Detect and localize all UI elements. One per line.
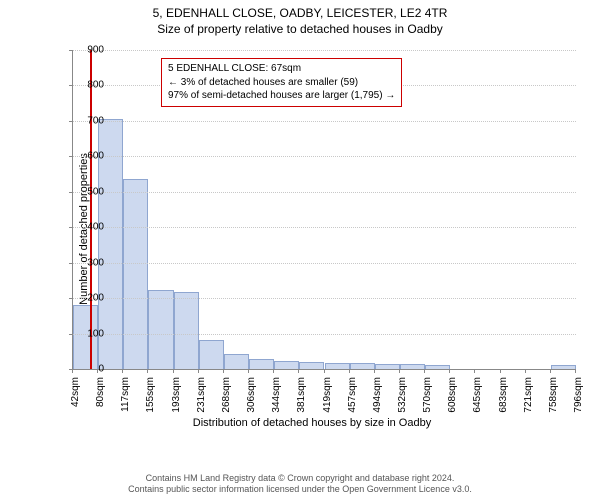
x-tick-label: 268sqm xyxy=(221,377,232,413)
x-tick-mark xyxy=(173,369,174,373)
x-tick-mark xyxy=(198,369,199,373)
gridline xyxy=(73,263,576,264)
x-tick-mark xyxy=(223,369,224,373)
x-axis-label: Distribution of detached houses by size … xyxy=(42,417,582,429)
y-tick-label: 300 xyxy=(76,257,104,268)
x-tick-label: 117sqm xyxy=(120,377,131,412)
histogram-bar xyxy=(123,179,148,369)
x-tick-label: 344sqm xyxy=(271,377,282,413)
gridline xyxy=(73,156,576,157)
x-tick-mark xyxy=(424,369,425,373)
x-tick-label: 494sqm xyxy=(372,377,383,413)
info-line-3: 97% of semi-detached houses are larger (… xyxy=(168,89,395,103)
histogram-bar xyxy=(199,340,224,369)
x-tick-label: 796sqm xyxy=(573,377,584,413)
x-tick-mark xyxy=(449,369,450,373)
x-tick-mark xyxy=(122,369,123,373)
plot-area: 5 EDENHALL CLOSE: 67sqm← 3% of detached … xyxy=(72,50,576,370)
x-tick-mark xyxy=(500,369,501,373)
x-tick-mark xyxy=(349,369,350,373)
chart-container: 5, EDENHALL CLOSE, OADBY, LEICESTER, LE2… xyxy=(0,0,600,500)
y-tick-label: 900 xyxy=(76,45,104,56)
y-tick-label: 700 xyxy=(76,115,104,126)
histogram-bar xyxy=(400,364,425,369)
x-tick-mark xyxy=(399,369,400,373)
histogram-bar xyxy=(425,365,450,369)
footer-attribution: Contains HM Land Registry data © Crown c… xyxy=(0,473,600,496)
x-tick-mark xyxy=(525,369,526,373)
x-tick-label: 608sqm xyxy=(447,377,458,413)
x-tick-label: 419sqm xyxy=(322,377,333,413)
x-tick-label: 532sqm xyxy=(397,377,408,413)
histogram-bar xyxy=(174,292,199,369)
footer-line1: Contains HM Land Registry data © Crown c… xyxy=(0,473,600,485)
x-tick-mark xyxy=(575,369,576,373)
x-tick-mark xyxy=(324,369,325,373)
histogram-bar xyxy=(325,363,350,369)
x-tick-label: 570sqm xyxy=(422,377,433,413)
y-tick-label: 200 xyxy=(76,293,104,304)
gridline xyxy=(73,227,576,228)
y-tick-mark xyxy=(69,156,73,157)
x-tick-mark xyxy=(72,369,73,373)
chart-title-main: 5, EDENHALL CLOSE, OADBY, LEICESTER, LE2… xyxy=(0,0,600,20)
histogram-bar xyxy=(299,362,324,369)
x-tick-label: 231sqm xyxy=(196,377,207,413)
x-tick-mark xyxy=(273,369,274,373)
gridline xyxy=(73,334,576,335)
y-tick-mark xyxy=(69,298,73,299)
y-tick-mark xyxy=(69,227,73,228)
y-tick-label: 800 xyxy=(76,80,104,91)
histogram-bar xyxy=(350,363,375,369)
x-tick-mark xyxy=(298,369,299,373)
x-tick-label: 306sqm xyxy=(246,377,257,413)
gridline xyxy=(73,121,576,122)
x-tick-mark xyxy=(147,369,148,373)
histogram-bar xyxy=(375,364,400,369)
info-line-2: ← 3% of detached houses are smaller (59) xyxy=(168,76,395,90)
y-tick-mark xyxy=(69,192,73,193)
x-tick-label: 42sqm xyxy=(70,377,81,407)
x-tick-label: 381sqm xyxy=(296,377,307,413)
x-tick-label: 80sqm xyxy=(95,377,106,407)
x-tick-label: 193sqm xyxy=(171,377,182,413)
y-tick-label: 500 xyxy=(76,186,104,197)
property-marker-line xyxy=(90,50,92,369)
y-tick-label: 100 xyxy=(76,328,104,339)
histogram-bar xyxy=(551,365,576,369)
x-tick-label: 683sqm xyxy=(498,377,509,413)
histogram-bar xyxy=(249,359,274,369)
histogram-bar xyxy=(148,290,173,369)
histogram-bar xyxy=(224,354,249,369)
y-tick-label: 0 xyxy=(76,364,104,375)
y-tick-mark xyxy=(69,263,73,264)
info-box: 5 EDENHALL CLOSE: 67sqm← 3% of detached … xyxy=(161,58,402,107)
chart-outer: Number of detached properties 5 EDENHALL… xyxy=(42,44,582,414)
x-tick-label: 758sqm xyxy=(548,377,559,413)
footer-line2: Contains public sector information licen… xyxy=(0,484,600,496)
x-tick-label: 721sqm xyxy=(523,377,534,413)
y-tick-label: 600 xyxy=(76,151,104,162)
gridline xyxy=(73,192,576,193)
gridline xyxy=(73,50,576,51)
y-tick-mark xyxy=(69,121,73,122)
x-tick-mark xyxy=(550,369,551,373)
x-tick-label: 155sqm xyxy=(145,377,156,413)
x-tick-mark xyxy=(374,369,375,373)
y-tick-mark xyxy=(69,334,73,335)
gridline xyxy=(73,298,576,299)
chart-title-sub: Size of property relative to detached ho… xyxy=(0,20,600,36)
x-tick-label: 457sqm xyxy=(347,377,358,413)
x-tick-label: 645sqm xyxy=(472,377,483,413)
histogram-bar xyxy=(274,361,299,369)
y-tick-label: 400 xyxy=(76,222,104,233)
y-tick-mark xyxy=(69,85,73,86)
x-tick-mark xyxy=(97,369,98,373)
x-tick-mark xyxy=(248,369,249,373)
x-tick-mark xyxy=(474,369,475,373)
info-line-1: 5 EDENHALL CLOSE: 67sqm xyxy=(168,62,395,76)
y-tick-mark xyxy=(69,50,73,51)
